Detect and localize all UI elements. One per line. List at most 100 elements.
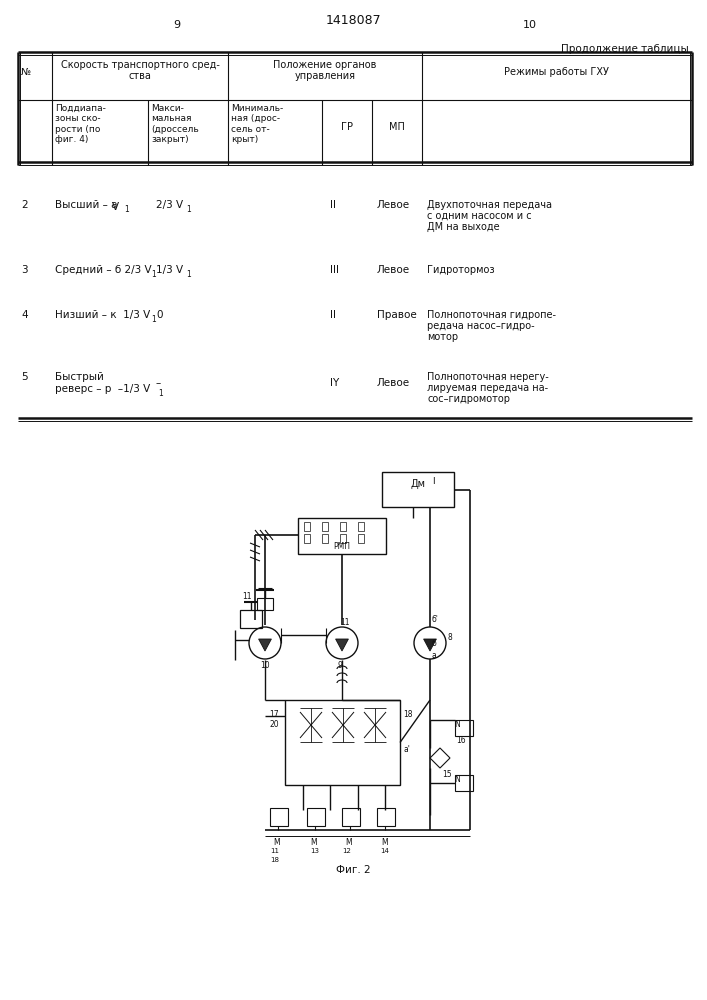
Polygon shape [259, 639, 271, 651]
Text: Правое: Правое [377, 310, 416, 320]
Bar [304, 534, 310, 543]
Text: 1: 1 [124, 205, 129, 214]
Text: Двухпоточная передача: Двухпоточная передача [427, 200, 552, 210]
Text: Высший – а: Высший – а [55, 200, 117, 210]
Polygon shape [430, 748, 450, 768]
Text: а: а [432, 651, 437, 660]
Bar [455, 720, 473, 736]
Text: N: N [454, 720, 460, 729]
Bar [358, 534, 364, 543]
Text: Скорость транспортного сред-: Скорость транспортного сред- [61, 60, 219, 70]
Text: 11: 11 [340, 618, 349, 627]
Text: лируемая передача на-: лируемая передача на- [427, 383, 548, 393]
Text: 16: 16 [456, 736, 466, 745]
Text: Макси-
мальная
(дроссель
закрыт): Макси- мальная (дроссель закрыт) [151, 104, 199, 144]
Text: 13: 13 [310, 848, 319, 854]
Text: M: M [345, 838, 351, 847]
Bar [340, 534, 346, 543]
Text: 1: 1 [151, 315, 156, 324]
Text: Фиг. 2: Фиг. 2 [337, 865, 370, 875]
Text: Средний – б 2/3 V: Средний – б 2/3 V [55, 265, 151, 275]
Text: V: V [112, 202, 119, 212]
Text: 8: 8 [448, 633, 452, 642]
Text: Положение органов: Положение органов [274, 60, 377, 70]
Text: 10: 10 [260, 661, 269, 670]
Text: IY: IY [330, 378, 339, 388]
Text: 0: 0 [156, 310, 163, 320]
Text: б: б [432, 639, 437, 648]
Text: 1: 1 [186, 205, 191, 214]
Text: I: I [432, 477, 435, 486]
Bar [455, 775, 473, 791]
Text: 11: 11 [242, 592, 252, 601]
Text: 12: 12 [342, 848, 351, 854]
Text: Полнопоточная нерегу-: Полнопоточная нерегу- [427, 372, 549, 382]
Text: 18: 18 [270, 857, 279, 863]
Text: 10: 10 [523, 20, 537, 30]
Text: Левое: Левое [377, 378, 410, 388]
Text: Режимы работы ГХУ: Режимы работы ГХУ [505, 67, 609, 77]
Text: б': б' [432, 615, 439, 624]
Text: Быстрый: Быстрый [55, 372, 104, 382]
Text: 20: 20 [270, 720, 280, 729]
Text: II: II [330, 310, 336, 320]
Bar [358, 522, 364, 531]
Text: 1: 1 [186, 270, 191, 279]
Polygon shape [423, 639, 436, 651]
Text: 18: 18 [403, 710, 412, 719]
Text: –: – [156, 378, 161, 388]
Text: 1: 1 [151, 270, 156, 279]
Circle shape [414, 627, 446, 659]
Text: 2: 2 [21, 200, 28, 210]
Bar [270, 808, 288, 826]
Text: сос–гидромотор: сос–гидромотор [427, 394, 510, 404]
Text: реверс – р  –1/3 V: реверс – р –1/3 V [55, 384, 151, 394]
Text: Дм: Дм [411, 479, 426, 489]
Bar [382, 472, 454, 507]
Text: 2/3 V: 2/3 V [156, 200, 183, 210]
Text: ДМ на выходе: ДМ на выходе [427, 222, 500, 232]
Text: Левое: Левое [377, 265, 410, 275]
Text: M: M [310, 838, 317, 847]
Text: с одним насосом и с: с одним насосом и с [427, 211, 532, 221]
Text: 15: 15 [442, 770, 452, 779]
Circle shape [326, 627, 358, 659]
Text: редача насос–гидро-: редача насос–гидро- [427, 321, 534, 331]
Bar [257, 598, 273, 610]
Bar [307, 808, 325, 826]
Text: Продолжение таблицы: Продолжение таблицы [561, 44, 689, 54]
Bar [240, 610, 262, 628]
Bar [340, 522, 346, 531]
Text: 1: 1 [158, 389, 163, 398]
Bar [304, 522, 310, 531]
Text: M: M [381, 838, 387, 847]
Text: 3: 3 [21, 265, 28, 275]
Text: 4: 4 [21, 310, 28, 320]
Bar [298, 518, 386, 554]
Text: мотор: мотор [427, 332, 458, 342]
Text: РМП: РМП [334, 542, 351, 551]
Text: №: № [21, 67, 31, 77]
Text: управления: управления [295, 71, 356, 81]
Text: Гидротормоз: Гидротормоз [427, 265, 495, 275]
Circle shape [249, 627, 281, 659]
Text: M: M [273, 838, 280, 847]
Text: 9: 9 [337, 661, 342, 670]
Text: ства: ства [129, 71, 151, 81]
Text: II: II [330, 200, 336, 210]
Text: Низший – к  1/3 V: Низший – к 1/3 V [55, 310, 151, 320]
Text: а': а' [403, 745, 410, 754]
Text: 1418087: 1418087 [326, 14, 381, 27]
Text: 17: 17 [269, 710, 279, 719]
Text: ГР: ГР [341, 122, 353, 132]
Text: МП: МП [389, 122, 405, 132]
Bar [342, 808, 360, 826]
Text: Полнопоточная гидропе-: Полнопоточная гидропе- [427, 310, 556, 320]
Text: III: III [330, 265, 339, 275]
Text: Поддиапа-
зоны ско-
рости (по
фиг. 4): Поддиапа- зоны ско- рости (по фиг. 4) [55, 104, 106, 144]
Bar [285, 700, 400, 785]
Text: Левое: Левое [377, 200, 410, 210]
Bar [377, 808, 395, 826]
Text: 1/3 V: 1/3 V [156, 265, 183, 275]
Bar [322, 534, 328, 543]
